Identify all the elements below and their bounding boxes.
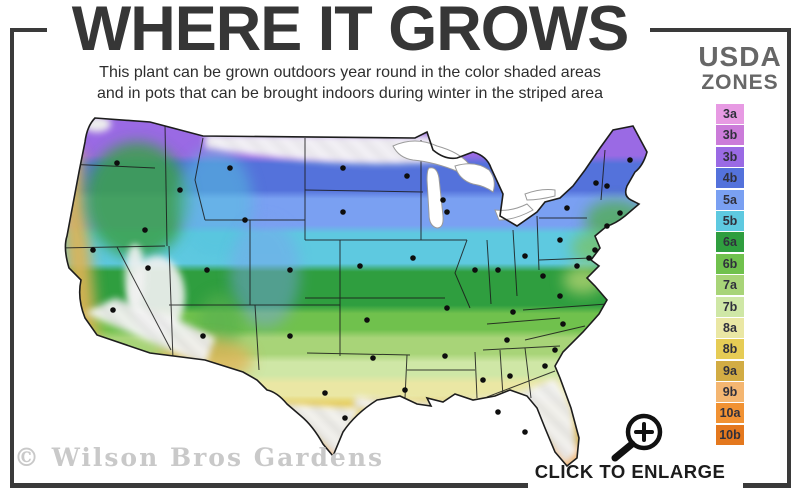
frame-bottom-left-line bbox=[10, 483, 528, 488]
city-dot bbox=[557, 293, 563, 299]
city-dot bbox=[340, 209, 346, 215]
legend-zone-cell: 3a bbox=[716, 104, 744, 124]
city-dot bbox=[480, 377, 486, 383]
watermark: © Wilson Bros Gardens bbox=[14, 443, 385, 472]
city-dot bbox=[495, 409, 501, 415]
city-dot bbox=[592, 247, 598, 253]
city-dot bbox=[627, 157, 633, 163]
city-dot bbox=[200, 333, 206, 339]
subtitle: This plant can be grown outdoors year ro… bbox=[35, 62, 665, 104]
city-dot bbox=[617, 210, 623, 216]
city-dot bbox=[227, 165, 233, 171]
city-dot bbox=[442, 353, 448, 359]
subtitle-line-2: and in pots that can be brought indoors … bbox=[96, 85, 604, 102]
legend-zone-cell: 5b bbox=[716, 210, 744, 231]
click-to-enlarge-label[interactable]: CLICK TO ENLARGE bbox=[534, 461, 726, 482]
city-dot bbox=[557, 237, 563, 243]
city-dot bbox=[145, 265, 151, 271]
city-dot bbox=[342, 415, 348, 421]
legend-zone-cell: 8a bbox=[716, 317, 744, 338]
city-dot bbox=[495, 267, 501, 273]
city-dot bbox=[604, 183, 610, 189]
frame-top-left-arm bbox=[10, 28, 47, 32]
state-borders bbox=[65, 123, 608, 399]
city-dot bbox=[90, 247, 96, 253]
city-dot bbox=[340, 165, 346, 171]
legend-zone-cell: 3b bbox=[716, 146, 744, 167]
city-dot bbox=[564, 205, 570, 211]
city-dot bbox=[522, 429, 528, 435]
city-dot bbox=[110, 307, 116, 313]
city-dot bbox=[504, 337, 510, 343]
city-dot bbox=[357, 263, 363, 269]
city-dot bbox=[593, 180, 599, 186]
city-dot bbox=[542, 363, 548, 369]
legend-zone-cell: 10b bbox=[716, 424, 744, 445]
great-lakes bbox=[392, 140, 556, 229]
legend-zone-cell: 9b bbox=[716, 382, 744, 403]
legend-zone-cell: 5a bbox=[716, 189, 744, 210]
city-dot bbox=[472, 267, 478, 273]
legend-zone-cell: 7b bbox=[716, 296, 744, 317]
city-dot bbox=[410, 255, 416, 261]
city-dot bbox=[586, 255, 592, 261]
city-dot bbox=[540, 273, 546, 279]
frame-right-line bbox=[787, 28, 791, 488]
city-dot bbox=[444, 305, 450, 311]
legend-zone-cell: 10a bbox=[716, 403, 744, 424]
city-dot bbox=[114, 160, 120, 166]
legend-zone-cell: 4b bbox=[716, 168, 744, 189]
legend-title: USDA ZONES bbox=[692, 42, 788, 94]
zone-legend: 3a 3b 3b 4b 5a 5b 6a 6b 7a 7b 8a 8b 9a 9b 10a 10b bbox=[716, 104, 744, 445]
legend-title-usda: USDA bbox=[698, 41, 782, 72]
magnifier-plus-icon[interactable] bbox=[604, 404, 668, 464]
legend-zone-cell: 9a bbox=[716, 360, 744, 381]
legend-zone-cell: 6b bbox=[716, 253, 744, 274]
city-dot bbox=[204, 267, 210, 273]
city-dot bbox=[242, 217, 248, 223]
city-dot bbox=[507, 373, 513, 379]
city-dot bbox=[522, 253, 528, 259]
city-dots bbox=[90, 157, 633, 435]
legend-zone-cell: 6a bbox=[716, 232, 744, 253]
city-dot bbox=[370, 355, 376, 361]
city-dot bbox=[177, 187, 183, 193]
legend-zone-cell: 8b bbox=[716, 339, 744, 360]
subtitle-line-1: This plant can be grown outdoors year ro… bbox=[99, 64, 601, 81]
city-dot bbox=[322, 390, 328, 396]
frame-left-line bbox=[10, 28, 14, 488]
city-dot bbox=[142, 227, 148, 233]
frame-top-right-arm bbox=[650, 28, 791, 32]
usda-zone-map[interactable] bbox=[55, 108, 665, 473]
city-dot bbox=[402, 387, 408, 393]
city-dot bbox=[510, 309, 516, 315]
legend-title-zones: ZONES bbox=[701, 71, 779, 94]
page-title: WHERE IT GROWS bbox=[71, 0, 629, 64]
city-dot bbox=[604, 223, 610, 229]
city-dot bbox=[574, 263, 580, 269]
city-dot bbox=[440, 197, 446, 203]
frame-bottom-right-arm bbox=[743, 483, 791, 488]
city-dot bbox=[552, 347, 558, 353]
city-dot bbox=[287, 267, 293, 273]
legend-zone-cell: 3b bbox=[716, 125, 744, 146]
city-dot bbox=[404, 173, 410, 179]
city-dot bbox=[560, 321, 566, 327]
city-dot bbox=[444, 209, 450, 215]
city-dot bbox=[364, 317, 370, 323]
city-dot bbox=[287, 333, 293, 339]
legend-zone-cell: 7a bbox=[716, 275, 744, 296]
